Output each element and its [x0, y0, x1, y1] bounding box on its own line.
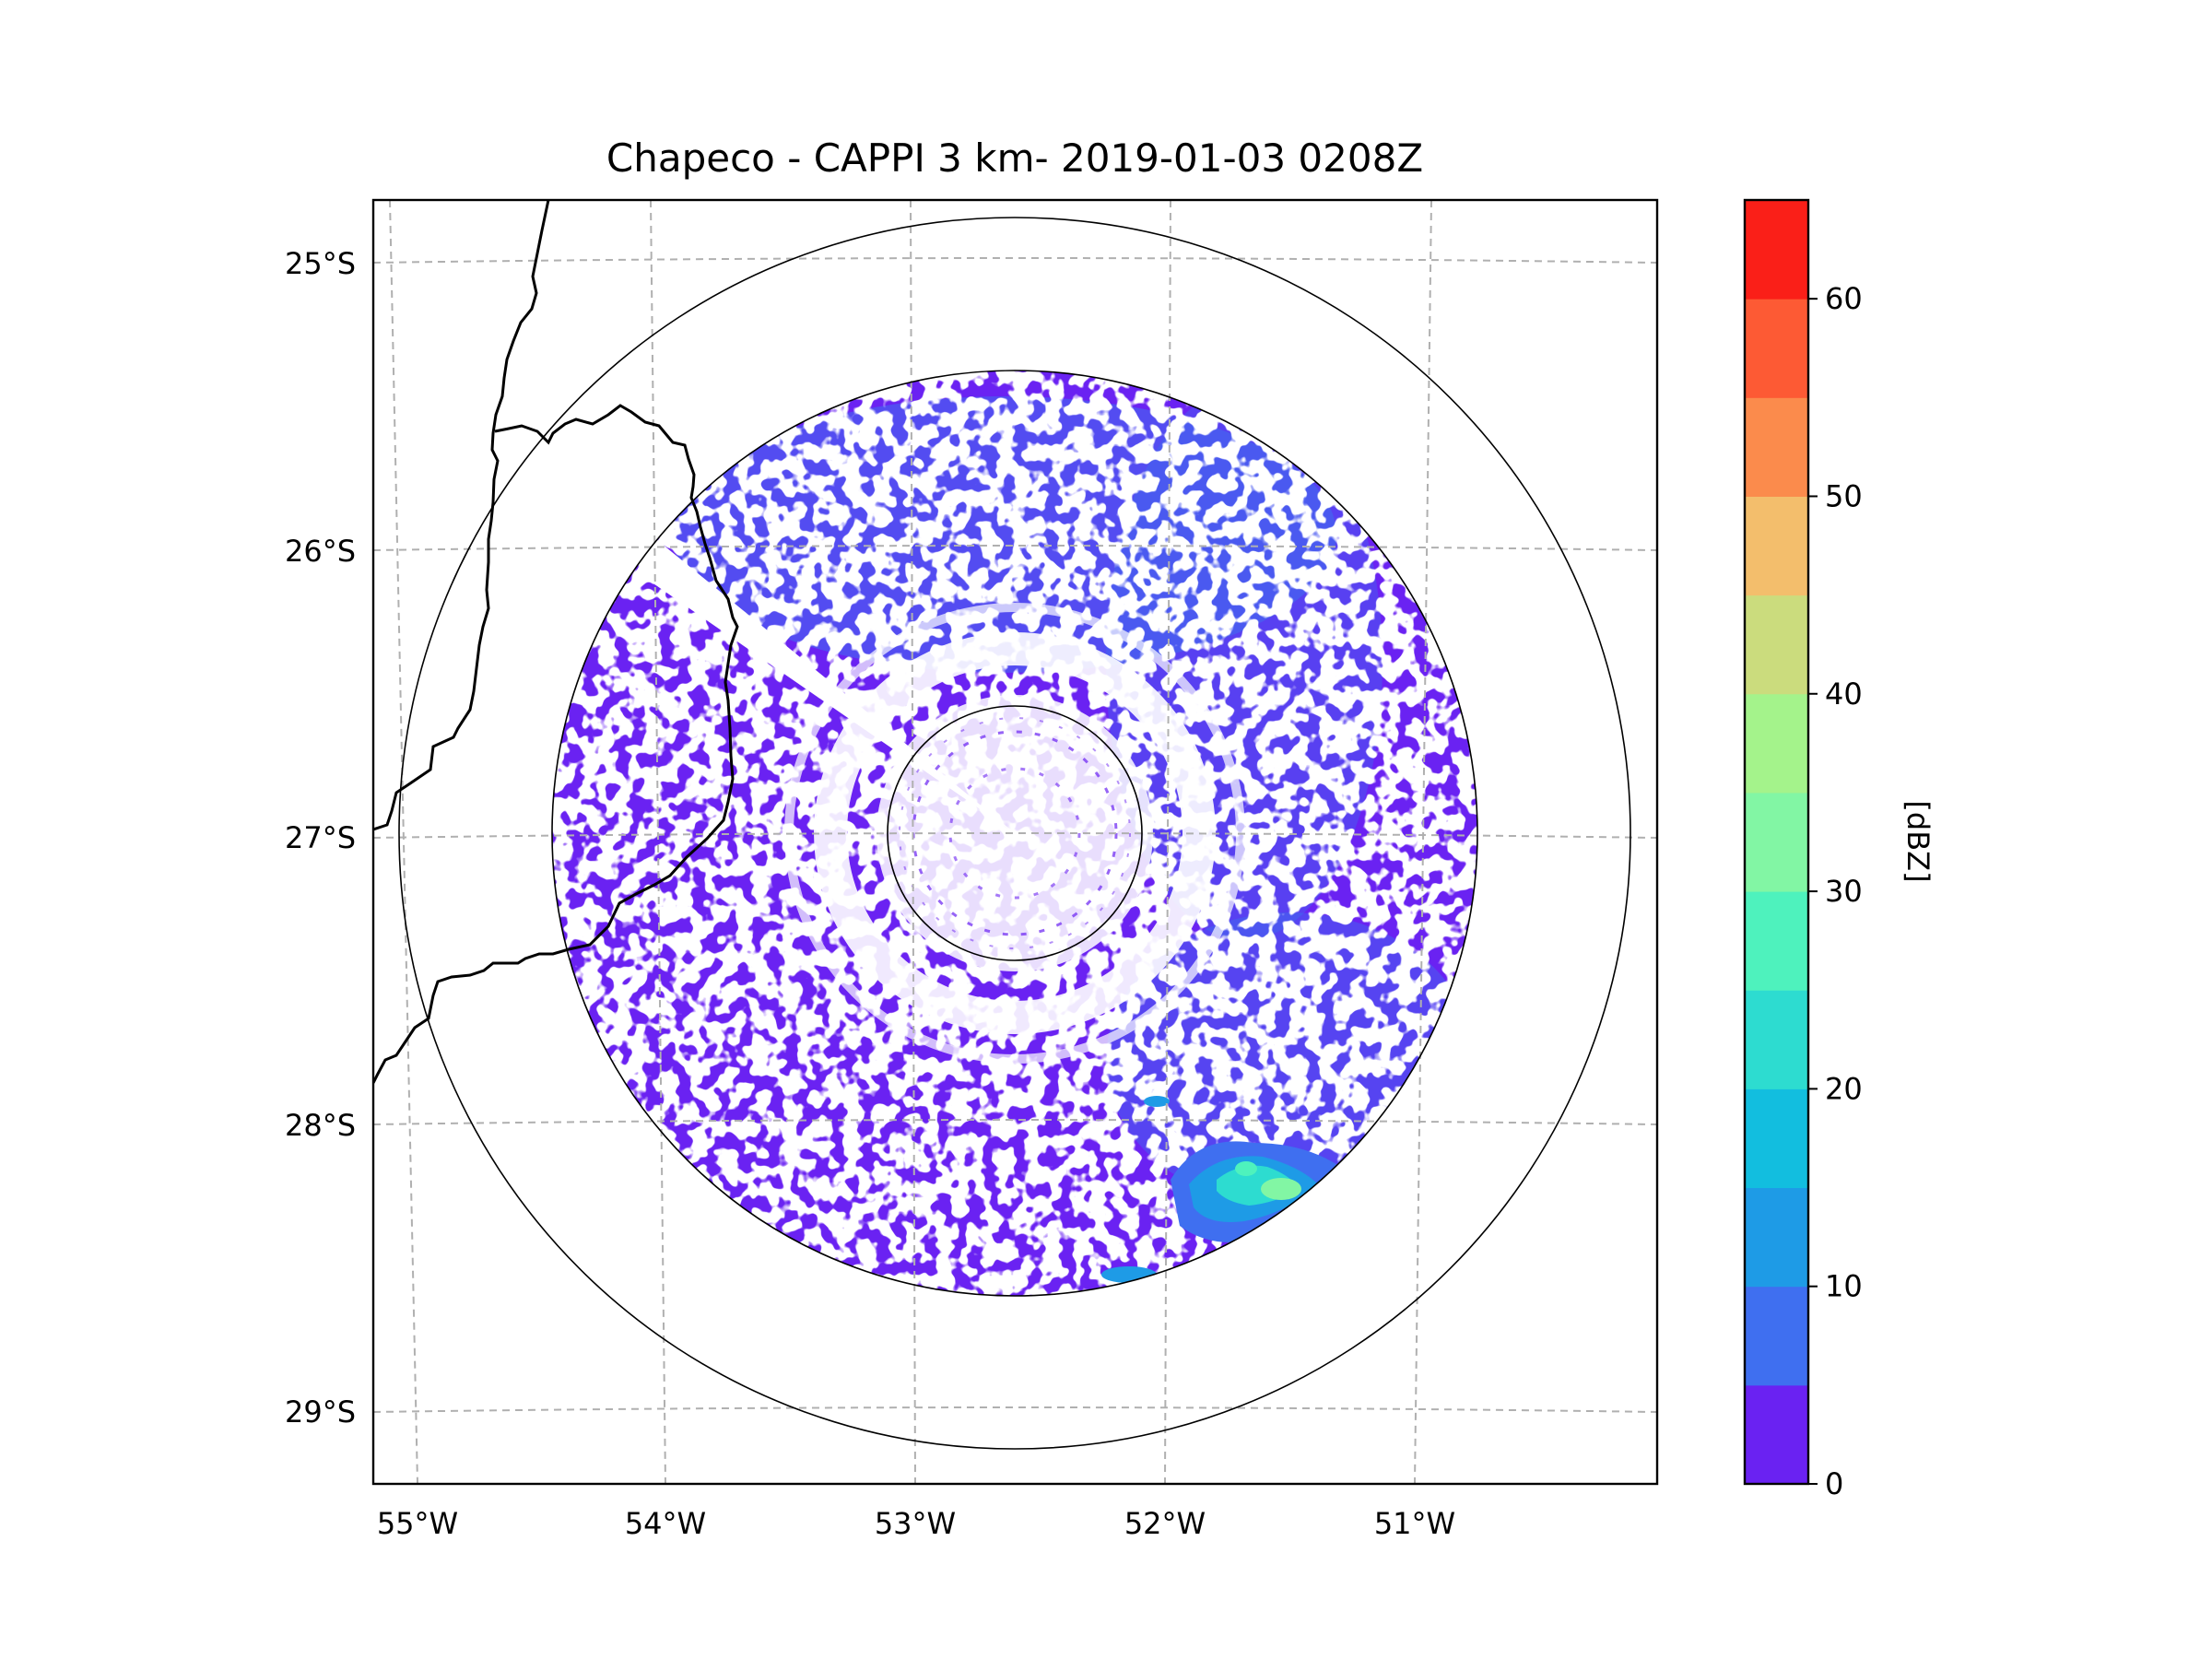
colorbar-bin-3	[1745, 1088, 1808, 1189]
colorbar-bin-2	[1745, 1187, 1808, 1288]
colorbar-bin-0	[1745, 1384, 1808, 1485]
range-rings	[398, 217, 1631, 1450]
chart-title: Chapeco - CAPPI 3 km- 2019-01-03 0208Z	[606, 135, 1423, 181]
lat-tick-26s: 26°S	[285, 534, 356, 569]
colorbar-bin-8	[1745, 594, 1808, 695]
colorbar-bin-9	[1745, 496, 1808, 596]
lat-tick-28s: 28°S	[285, 1108, 356, 1143]
colorbar-tick-label-10: 10	[1825, 1269, 1863, 1304]
lat-tick-29s: 29°S	[285, 1394, 356, 1430]
lon-tick-52w: 52°W	[1124, 1506, 1206, 1541]
range-ring-inner	[887, 705, 1143, 961]
colorbar-bin-6	[1745, 792, 1808, 892]
colorbar-tick-label-40: 40	[1825, 677, 1863, 712]
range-ring-middle	[551, 370, 1478, 1297]
colorbar-bin-1	[1745, 1286, 1808, 1386]
colorbar-tick-label-20: 20	[1825, 1071, 1863, 1106]
colorbar-tick-label-60: 60	[1825, 281, 1863, 316]
lon-tick-54w: 54°W	[625, 1506, 706, 1541]
colorbar-tick-label-0: 0	[1825, 1466, 1843, 1501]
lon-tick-53w: 53°W	[875, 1506, 956, 1541]
colorbar-bin-10	[1745, 397, 1808, 497]
lon-tick-51w: 51°W	[1374, 1506, 1455, 1541]
border-argentina-brazil	[373, 404, 739, 1084]
map-frame	[371, 198, 1659, 1486]
lon-tick-55w: 55°W	[377, 1506, 458, 1541]
colorbar-label: [dBZ]	[1900, 800, 1936, 882]
colorbar-tick-label-30: 30	[1825, 874, 1863, 909]
border-argentina-paraguay-brazil	[373, 200, 550, 831]
colorbar-bin-11	[1745, 299, 1808, 398]
lat-tick-25s: 25°S	[285, 246, 356, 281]
lat-axis: 25°S 26°S 27°S 28°S 29°S	[285, 246, 356, 1430]
colorbar-bin-4	[1745, 990, 1808, 1089]
colorbar-bin-5	[1745, 891, 1808, 991]
colorbar: 0 10 20 30 40 50 60 [dBZ]	[1743, 198, 1936, 1501]
colorbar-bin-12	[1745, 200, 1808, 300]
colorbar-bin-7	[1745, 693, 1808, 794]
lon-axis: 55°W 54°W 53°W 52°W 51°W	[377, 1506, 1455, 1541]
colorbar-frame	[1743, 198, 1810, 1486]
colorbar-tick-label-50: 50	[1825, 478, 1863, 513]
colorbar-segments	[1745, 200, 1808, 1485]
colorbar-ticks: 0 10 20 30 40 50 60	[1808, 281, 1863, 1501]
lat-tick-27s: 27°S	[285, 820, 356, 855]
range-ring-outer	[398, 217, 1631, 1450]
country-borders	[373, 200, 739, 1084]
